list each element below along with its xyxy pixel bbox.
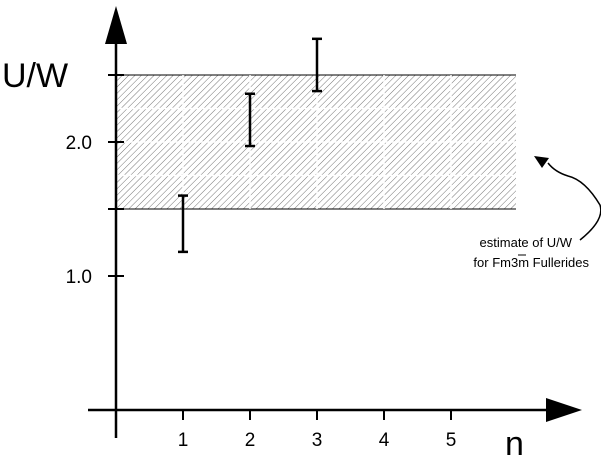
annotation-line-1: estimate of U/W bbox=[480, 235, 573, 250]
y-axis-arrowhead bbox=[105, 6, 127, 44]
y-tick-label: 2.0 bbox=[66, 133, 92, 154]
x-tick-label: 4 bbox=[379, 430, 390, 451]
x-tick-label: 3 bbox=[312, 430, 323, 451]
x-tick-label: 5 bbox=[446, 430, 457, 451]
y-axis-label: U/W bbox=[2, 57, 68, 95]
x-tick-label: 1 bbox=[178, 430, 189, 451]
x-axis-label: n bbox=[505, 425, 524, 458]
x-axis-arrowhead bbox=[546, 398, 582, 422]
annotation-arrowhead bbox=[534, 156, 549, 168]
annotation-arrow-curve bbox=[548, 163, 601, 240]
y-tick-label: 1.0 bbox=[66, 267, 92, 288]
annotation-line-2: for Fm3m Fullerides bbox=[473, 255, 589, 270]
x-tick-label: 2 bbox=[245, 430, 256, 451]
